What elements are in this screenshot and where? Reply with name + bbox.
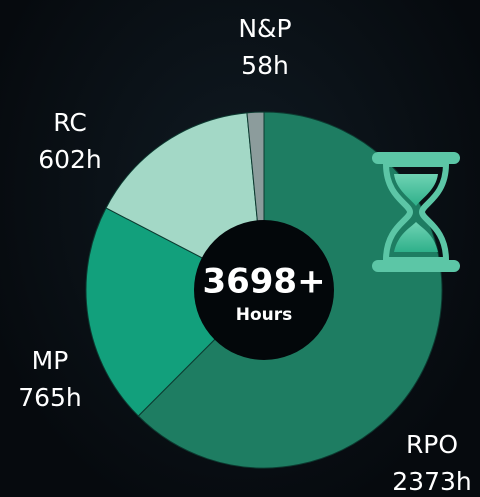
slice-label: N&P xyxy=(238,14,291,43)
donut-slice xyxy=(85,207,265,417)
slice-label: RPO xyxy=(406,430,458,459)
center-sublabel: Hours xyxy=(236,305,293,325)
slice-value-label: 58h xyxy=(241,51,289,80)
slice-label: MP xyxy=(32,346,69,375)
slice-value-label: 602h xyxy=(38,145,102,174)
slice-value-label: 765h xyxy=(18,383,82,412)
center-label: 3698+ xyxy=(202,262,325,302)
slice-value-label: 2373h xyxy=(392,467,471,496)
donut-hole xyxy=(194,220,334,360)
hourglass-icon xyxy=(372,152,460,272)
slice-label: RC xyxy=(53,108,87,137)
